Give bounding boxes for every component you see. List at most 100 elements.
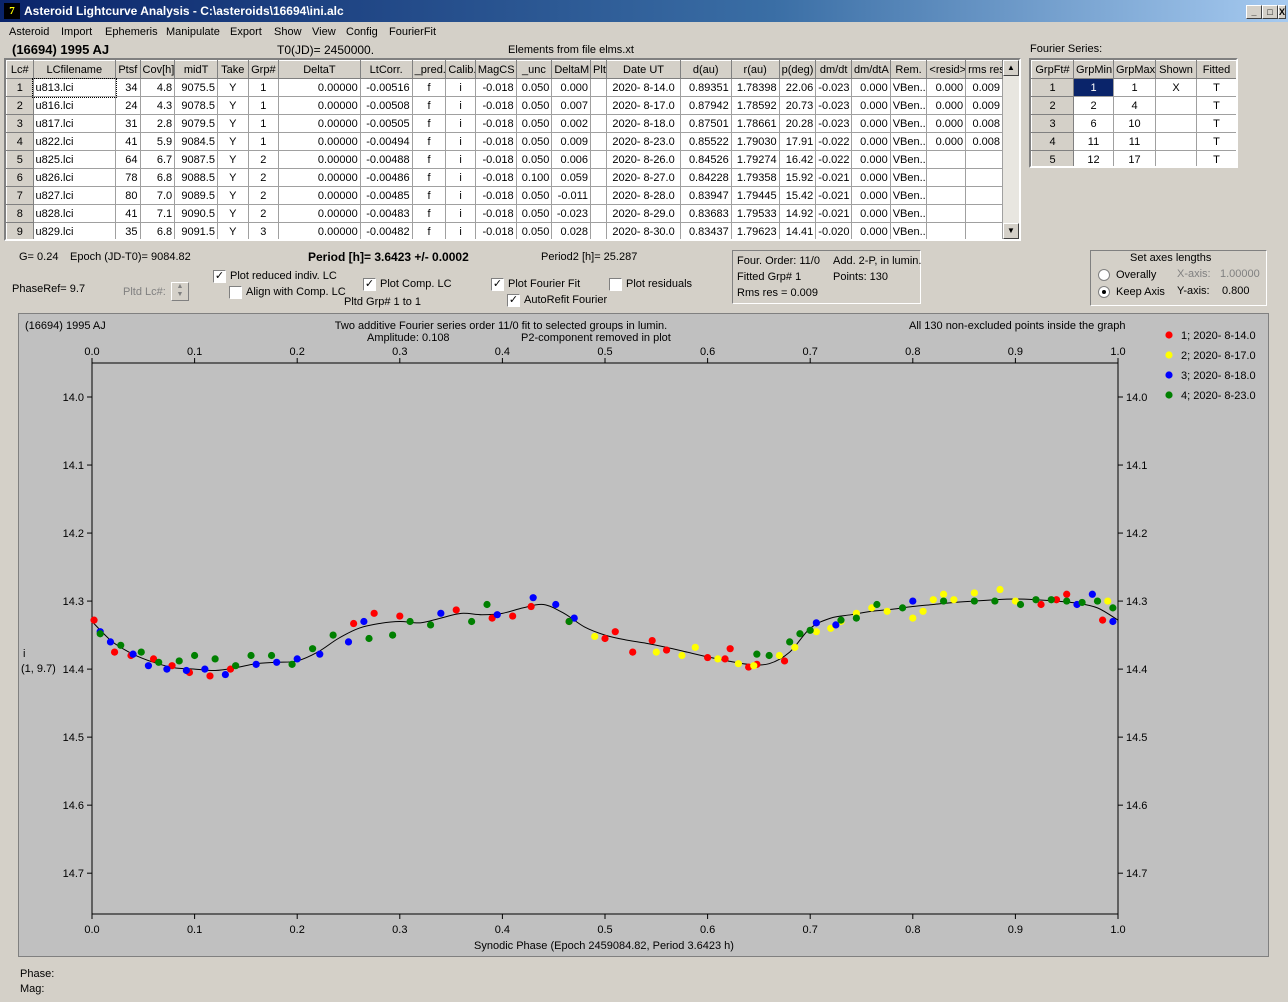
menu-asteroid[interactable]: Asteroid [9,26,50,38]
lc-col-header[interactable]: rms res [965,60,1003,79]
table-cell[interactable]: 0.000 [850,132,891,151]
table-cell[interactable]: u816.lci [32,96,117,115]
table-cell[interactable]: u828.lci [32,204,117,223]
table-cell[interactable]: Y [216,168,249,187]
table-cell[interactable]: 3 [247,222,280,239]
table-cell[interactable]: -0.00516 [359,78,413,97]
row-header[interactable]: 3 [6,114,34,133]
table-cell[interactable]: i [445,78,476,97]
menu-import[interactable]: Import [61,26,93,38]
table-cell[interactable]: 41 [115,204,141,223]
menu-export[interactable]: Export [230,26,262,38]
table-cell[interactable]: 0.00000 [278,168,361,187]
table-cell[interactable] [926,186,967,205]
table-cell[interactable]: 0.000 [850,114,891,133]
lc-col-header[interactable]: LCfilename [32,60,117,79]
table-cell[interactable]: VBen.. [889,168,928,187]
fourier-col-header[interactable]: GrpMax [1113,60,1156,79]
plot-canvas[interactable]: 0.0 0.0 0.1 0.1 0.2 0.2 0.3 0.3 0.4 0.4 0.5 0.5 0.6 0… [19,314,1268,956]
table-cell[interactable]: 1 [247,78,280,97]
table-cell[interactable]: -0.023 [815,96,852,115]
table-cell[interactable]: 0.000 [850,78,891,97]
table-cell[interactable]: 16.42 [778,150,817,169]
table-cell[interactable]: 80 [115,186,141,205]
table-cell[interactable]: T [1196,96,1236,115]
table-cell[interactable]: 1.79030 [730,132,780,151]
table-cell[interactable] [1155,114,1197,133]
table-cell[interactable]: VBen.. [889,96,928,115]
table-cell[interactable]: 0.000 [850,168,891,187]
table-cell[interactable]: 0.83437 [679,222,732,239]
table-cell[interactable]: f [411,96,447,115]
table-row[interactable]: 2 u816.lci 24 4.3 9078.5 Y 1 0.00000 -0.00508 f i -… [6,96,1003,115]
table-cell[interactable]: 0.83683 [679,204,732,223]
lc-col-header[interactable]: r(au) [730,60,780,79]
table-cell[interactable]: 7.0 [139,186,176,205]
table-cell[interactable]: 22.06 [778,78,817,97]
table-row[interactable]: 4 11 11 T [1031,132,1236,151]
table-cell[interactable]: Y [216,150,249,169]
table-cell[interactable] [1155,132,1197,151]
table-cell[interactable] [965,168,1003,187]
lc-col-header[interactable]: midT [174,60,218,79]
table-cell[interactable]: 0.00000 [278,186,361,205]
row-header[interactable]: 5 [1031,150,1074,166]
table-cell[interactable]: 9084.5 [174,132,218,151]
table-cell[interactable]: -0.00494 [359,132,413,151]
table-cell[interactable]: 9078.5 [174,96,218,115]
lc-col-header[interactable]: Take [216,60,249,79]
table-cell[interactable]: 6.8 [139,168,176,187]
table-cell[interactable]: 20.28 [778,114,817,133]
plot-residuals-checkbox[interactable] [609,278,622,291]
table-cell[interactable]: Y [216,78,249,97]
table-cell[interactable]: 17 [1113,150,1156,166]
table-cell[interactable]: -0.011 [551,186,592,205]
table-cell[interactable]: 9090.5 [174,204,218,223]
table-cell[interactable]: VBen.. [889,222,928,239]
plot-comp-checkbox[interactable]: ✓ [363,278,376,291]
table-cell[interactable]: 9087.5 [174,150,218,169]
table-cell[interactable]: 0.009 [965,96,1003,115]
table-cell[interactable]: i [445,96,476,115]
table-cell[interactable] [926,222,967,239]
row-header[interactable]: 9 [6,222,34,239]
table-cell[interactable]: 6.8 [139,222,176,239]
row-header[interactable]: 2 [6,96,34,115]
table-cell[interactable]: u813.lci [32,77,117,98]
table-cell[interactable] [965,186,1003,205]
table-cell[interactable]: 11 [1113,132,1156,151]
table-cell[interactable]: 14.41 [778,222,817,239]
lc-col-header[interactable]: Lc# [6,60,34,79]
fourier-col-header[interactable]: Shown [1155,60,1197,79]
row-header[interactable]: 8 [6,204,34,223]
table-cell[interactable]: 2020- 8-14.0 [606,78,681,97]
row-header[interactable]: 4 [1031,132,1074,151]
table-cell[interactable]: 1 [1113,78,1156,97]
table-cell[interactable]: Y [216,96,249,115]
table-cell[interactable]: -0.00505 [359,114,413,133]
table-cell[interactable]: 0.00000 [278,96,361,115]
menu-ephemeris[interactable]: Ephemeris [105,26,158,38]
table-cell[interactable]: 2 [1073,96,1114,115]
table-cell[interactable]: i [445,150,476,169]
table-cell[interactable]: T [1196,150,1236,166]
table-cell[interactable]: -0.018 [474,204,517,223]
table-cell[interactable]: 9089.5 [174,186,218,205]
table-cell[interactable]: 12 [1073,150,1114,166]
table-cell[interactable]: 0.00000 [278,132,361,151]
table-cell[interactable]: -0.018 [474,186,517,205]
fourier-col-header[interactable]: GrpFt# [1031,60,1074,79]
y-axis-value[interactable]: 0.800 [1222,285,1250,297]
table-cell[interactable]: 0.00000 [278,222,361,239]
table-cell[interactable]: 20.73 [778,96,817,115]
menu-view[interactable]: View [312,26,336,38]
table-cell[interactable]: VBen.. [889,78,928,97]
table-cell[interactable]: 9075.5 [174,78,218,97]
table-cell[interactable]: u822.lci [32,132,117,151]
table-cell[interactable]: 0.83947 [679,186,732,205]
table-cell[interactable]: -0.00486 [359,168,413,187]
table-cell[interactable]: T [1196,114,1236,133]
table-cell[interactable]: 0.050 [515,222,553,239]
table-cell[interactable]: 15.42 [778,186,817,205]
